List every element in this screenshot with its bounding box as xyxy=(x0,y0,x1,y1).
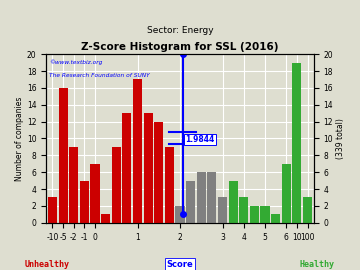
Bar xyxy=(101,214,110,223)
Text: Unhealthy: Unhealthy xyxy=(24,260,69,269)
Bar xyxy=(165,147,174,223)
Bar xyxy=(282,164,291,223)
Bar xyxy=(186,181,195,223)
Bar xyxy=(80,181,89,223)
Bar xyxy=(207,172,216,223)
Bar xyxy=(197,172,206,223)
Text: ©www.textbiz.org: ©www.textbiz.org xyxy=(49,59,102,65)
Bar xyxy=(250,206,259,223)
Bar xyxy=(303,197,312,223)
Y-axis label: Number of companies: Number of companies xyxy=(15,96,24,181)
Y-axis label: (339 total): (339 total) xyxy=(336,118,345,159)
Text: 1.9844: 1.9844 xyxy=(185,135,215,144)
Bar xyxy=(175,206,185,223)
Bar xyxy=(112,147,121,223)
Text: Score: Score xyxy=(167,260,193,269)
Bar xyxy=(48,197,57,223)
Bar xyxy=(292,63,301,223)
Bar xyxy=(133,79,142,223)
Bar xyxy=(69,147,78,223)
Bar xyxy=(229,181,238,223)
Bar xyxy=(144,113,153,223)
Bar xyxy=(271,214,280,223)
Bar xyxy=(261,206,270,223)
Text: The Research Foundation of SUNY: The Research Foundation of SUNY xyxy=(49,73,149,78)
Bar xyxy=(90,164,99,223)
Bar xyxy=(239,197,248,223)
Bar xyxy=(59,88,68,223)
Bar xyxy=(218,197,227,223)
Text: Sector: Energy: Sector: Energy xyxy=(147,26,213,35)
Bar xyxy=(122,113,131,223)
Title: Z-Score Histogram for SSL (2016): Z-Score Histogram for SSL (2016) xyxy=(81,42,279,52)
Bar xyxy=(154,122,163,223)
Text: Healthy: Healthy xyxy=(299,260,334,269)
